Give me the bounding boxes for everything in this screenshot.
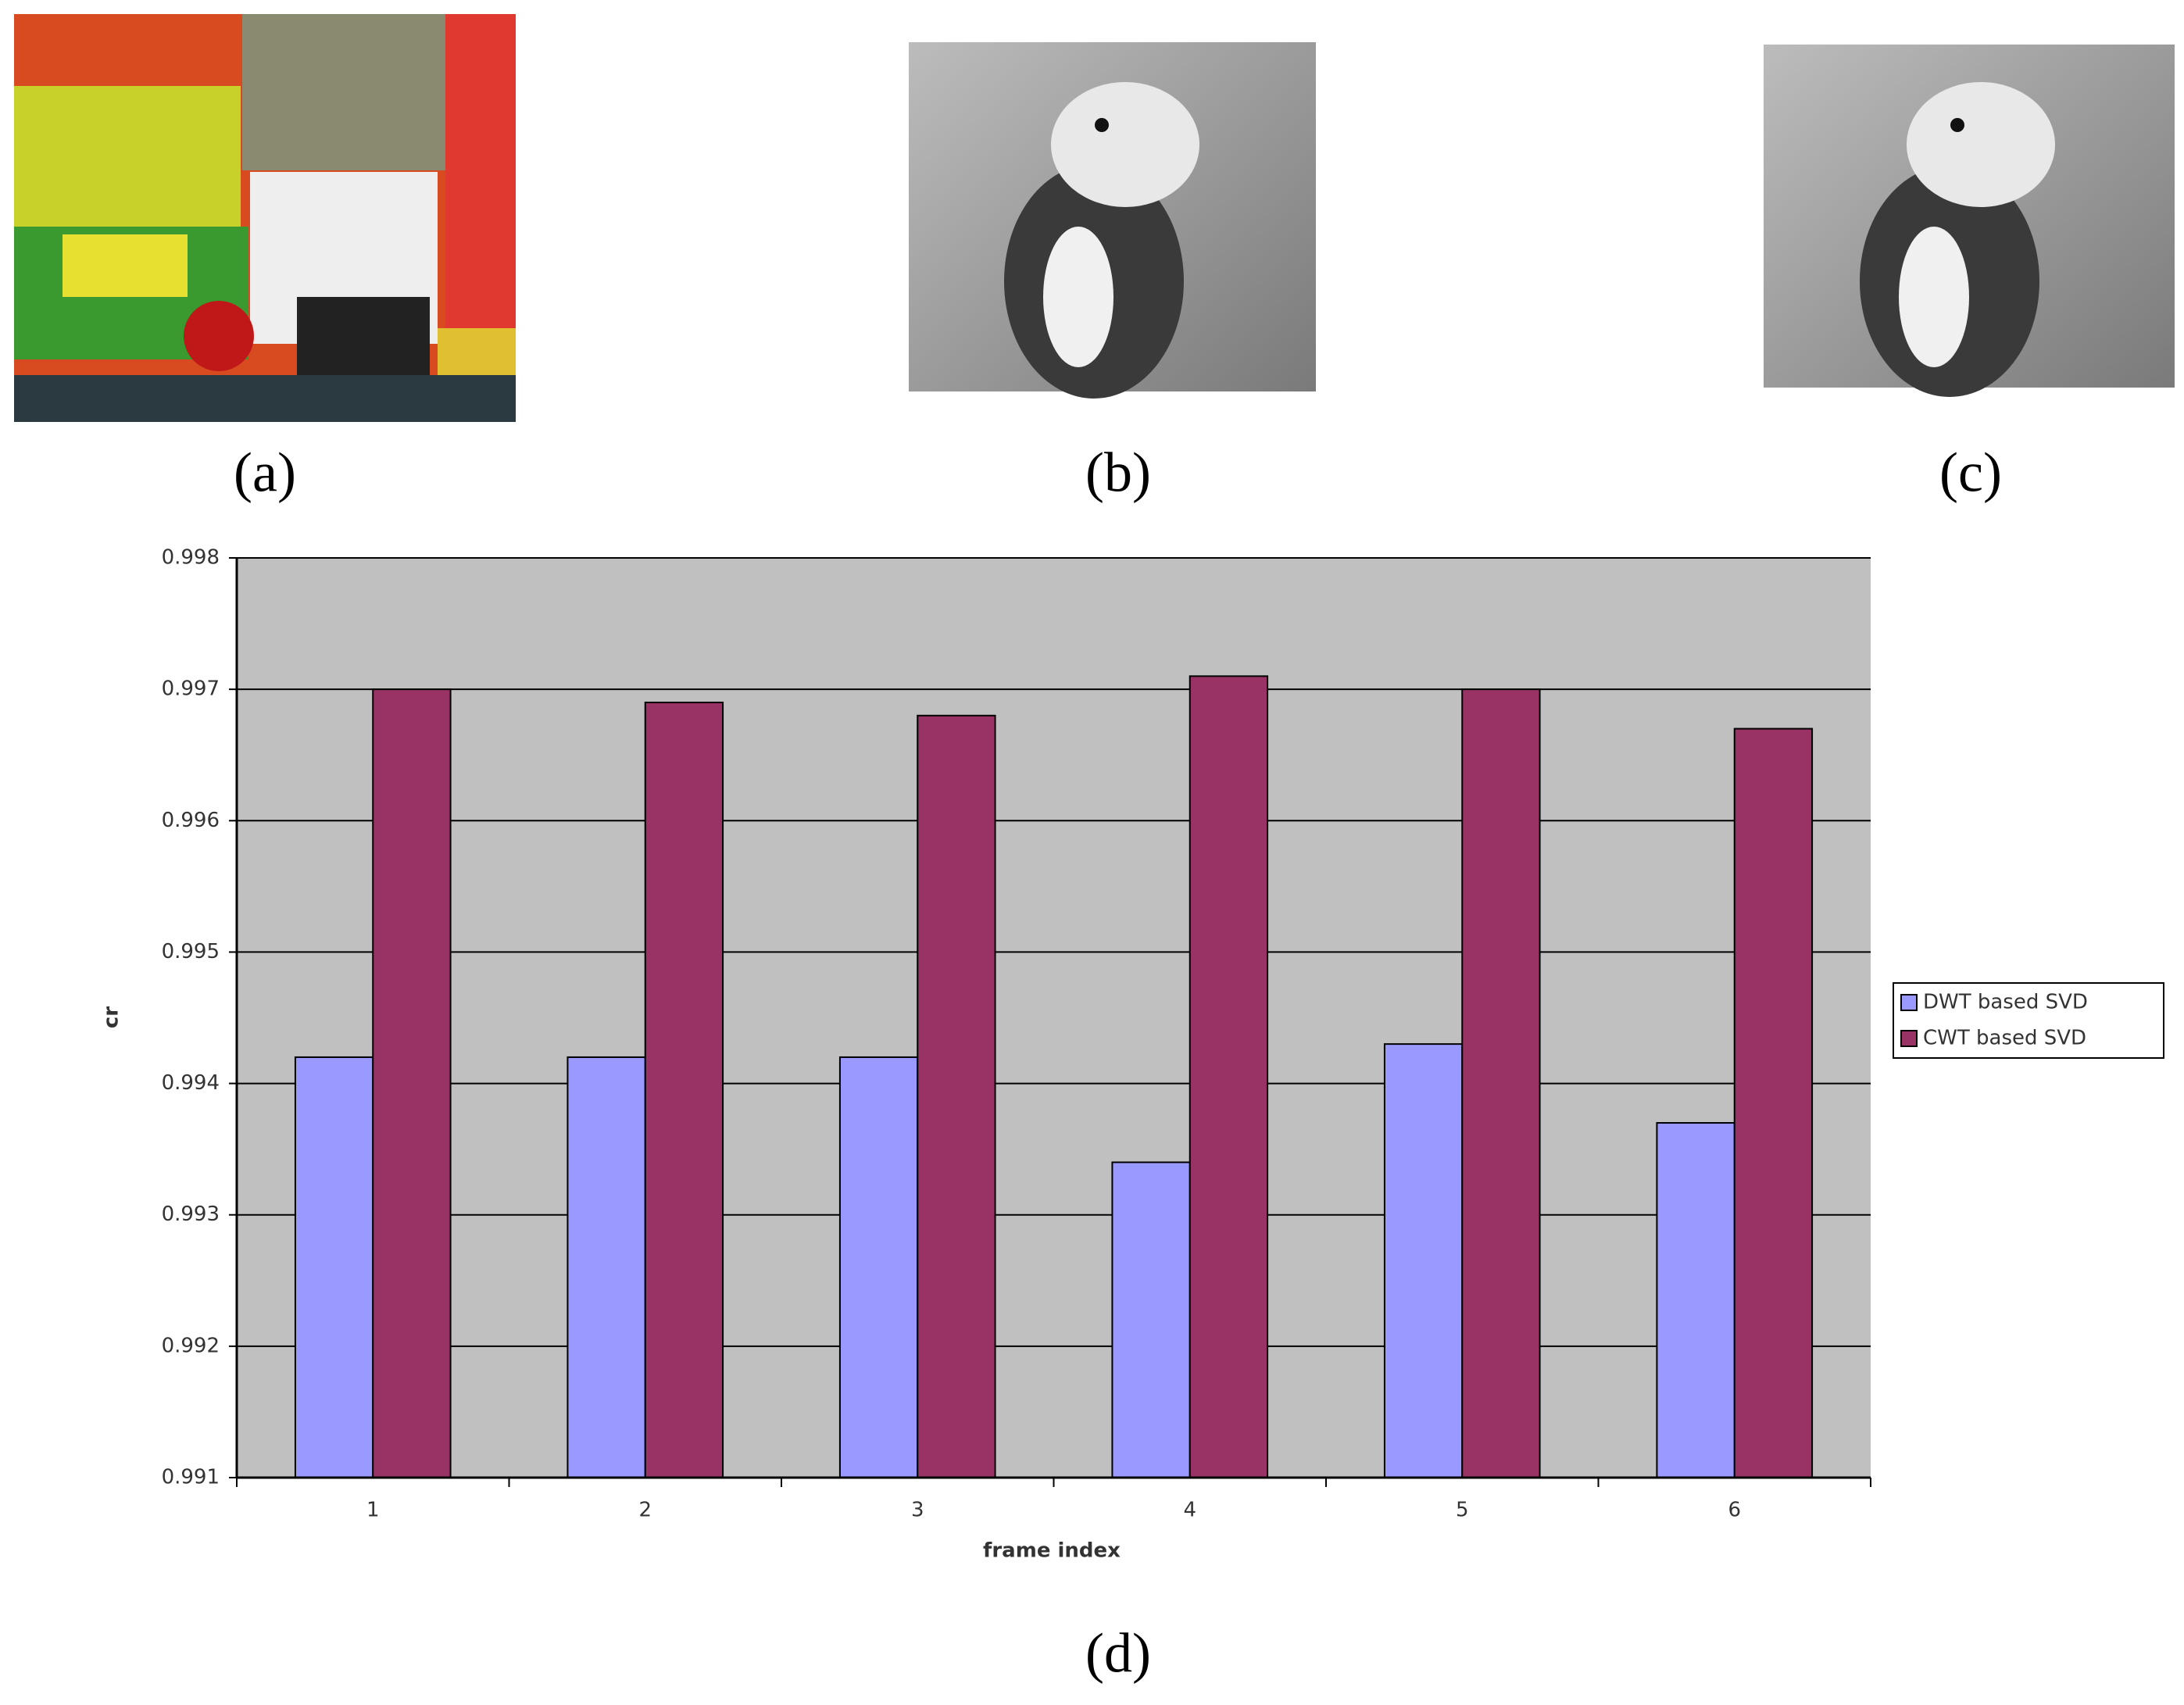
bar (372, 688, 452, 1478)
legend-box (1893, 982, 2164, 1059)
legend-swatch (1900, 1030, 1918, 1047)
x-tick-label: 2 (638, 1499, 652, 1522)
y-tick-label: 0.994 (162, 1071, 220, 1095)
y-tick-label: 0.996 (162, 809, 220, 832)
bar (644, 701, 724, 1478)
x-tick-label: 4 (1183, 1499, 1196, 1522)
x-tick-label: 1 (366, 1499, 380, 1522)
bar (1111, 1161, 1191, 1478)
image-c (1764, 45, 2175, 397)
x-tick-label: 3 (911, 1499, 924, 1522)
bar (1461, 688, 1541, 1478)
x-tick-label: 6 (1728, 1499, 1741, 1522)
bar (917, 714, 996, 1478)
bar (1189, 675, 1269, 1478)
panel-label: (a) (234, 441, 296, 504)
y-tick-label: 0.992 (162, 1334, 220, 1357)
bar (1656, 1122, 1735, 1478)
panel-label: (b) (1085, 441, 1151, 504)
bar (838, 1056, 919, 1478)
panel-label: (d) (1085, 1622, 1151, 1685)
plot-area (237, 558, 1871, 1478)
y-tick-label: 0.997 (162, 677, 220, 701)
y-tick-label: 0.998 (162, 546, 220, 570)
bar (567, 1056, 646, 1478)
y-tick-label: 0.995 (162, 940, 220, 963)
panel-label: (c) (1939, 441, 2002, 504)
bar (1733, 727, 1814, 1478)
image-b (909, 42, 1316, 399)
image-a (14, 14, 516, 422)
y-tick-label: 0.993 (162, 1203, 220, 1226)
y-tick-label: 0.991 (162, 1466, 220, 1489)
bar (294, 1056, 374, 1478)
bar (1383, 1043, 1464, 1478)
x-axis-label: frame index (983, 1539, 1121, 1563)
y-axis-label: cr (100, 1006, 123, 1028)
x-tick-label: 5 (1456, 1499, 1469, 1522)
legend-label: DWT based SVD (1923, 991, 2088, 1014)
legend-swatch (1900, 994, 1918, 1011)
legend-label: CWT based SVD (1923, 1027, 2086, 1050)
